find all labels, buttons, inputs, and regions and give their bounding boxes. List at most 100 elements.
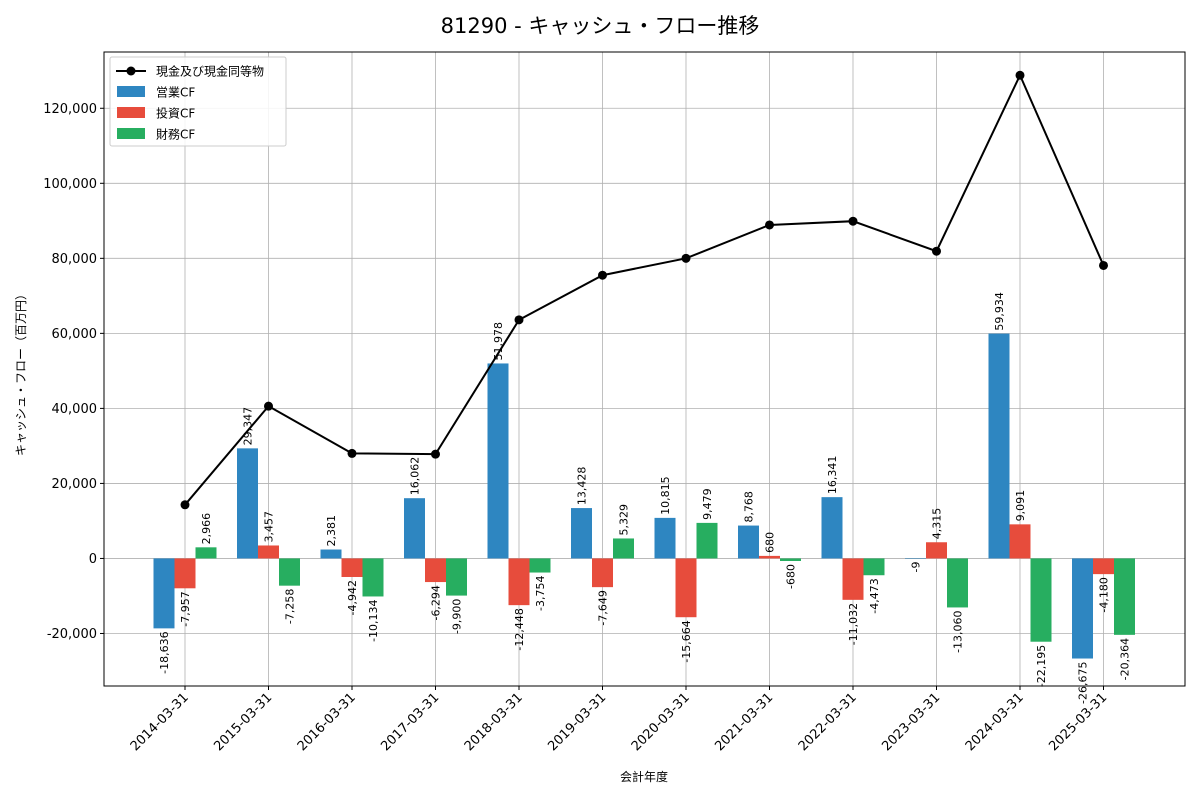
bar-value-label: 3,457 xyxy=(263,511,276,543)
bar-2020-03-31-series-1 xyxy=(675,558,697,618)
bar-value-label: -26,675 xyxy=(1077,662,1090,704)
y-axis-title: キャッシュ・フロー（百万円） xyxy=(14,288,28,456)
bar-value-label: 16,341 xyxy=(826,456,839,495)
bar-2018-03-31-series-0 xyxy=(487,363,509,559)
bar-2014-03-31-series-2 xyxy=(195,547,217,559)
y-tick-label: -20,000 xyxy=(47,627,97,642)
bar-value-label: 51,978 xyxy=(492,322,505,361)
cash-line-point xyxy=(1099,260,1108,270)
bar-2016-03-31-series-1 xyxy=(341,558,363,577)
legend-entry-label: 現金及び現金同等物 xyxy=(156,64,264,79)
bar-2017-03-31-series-1 xyxy=(425,558,446,583)
y-tick-label: 20,000 xyxy=(52,477,98,492)
bar-value-label: -22,195 xyxy=(1035,645,1048,687)
bar-value-label: 2,381 xyxy=(325,515,338,547)
cash-line-point xyxy=(848,216,858,226)
bar-2022-03-31-series-2 xyxy=(863,558,885,576)
bar-2021-03-31-series-1 xyxy=(759,555,780,559)
bar-value-label: -7,957 xyxy=(179,591,192,626)
bars xyxy=(153,333,1135,659)
bar-value-label: -3,754 xyxy=(534,576,547,611)
cash-line-point xyxy=(180,500,190,510)
bar-value-label: -18,636 xyxy=(158,631,171,673)
y-tick-label: 120,000 xyxy=(43,102,97,117)
cash-line-point xyxy=(347,448,357,458)
bar-value-label: -4,180 xyxy=(1098,577,1111,612)
bar-2015-03-31-series-2 xyxy=(279,558,300,586)
legend-box xyxy=(109,56,287,147)
bar-value-label: -11,032 xyxy=(847,603,860,645)
bar-value-label: -7,649 xyxy=(597,590,610,625)
cash-line-point xyxy=(514,315,524,325)
bar-value-label: 10,815 xyxy=(659,476,672,515)
cash-line-point xyxy=(598,270,607,280)
cash-line-path xyxy=(184,72,1105,506)
bar-value-label: -9 xyxy=(910,561,923,572)
bar-value-label: -20,364 xyxy=(1119,638,1132,680)
bar-2018-03-31-series-1 xyxy=(508,558,530,606)
bar-2016-03-31-series-2 xyxy=(362,558,384,597)
bar-value-label: -9,900 xyxy=(451,599,464,634)
plot-frame xyxy=(103,51,1186,687)
chart-title: 81290 - キャッシュ・フロー推移 xyxy=(441,14,760,38)
bar-2019-03-31-series-2 xyxy=(613,538,634,559)
legend-swatch xyxy=(117,128,145,139)
bar-2023-03-31-series-0 xyxy=(905,558,926,559)
bar-value-label: 9,479 xyxy=(701,488,714,520)
bar-2022-03-31-series-1 xyxy=(842,558,864,600)
y-tick-label: 40,000 xyxy=(52,402,98,417)
bar-2020-03-31-series-2 xyxy=(696,522,718,559)
cash-equivalents-line xyxy=(180,70,1108,510)
cash-line-point xyxy=(431,449,440,459)
cash-line-point xyxy=(264,401,273,411)
legend-entry-label: 投資CF xyxy=(156,106,195,121)
bar-value-label: -680 xyxy=(785,564,798,589)
bar-2025-03-31-series-2 xyxy=(1114,558,1135,635)
bar-value-label: 59,934 xyxy=(993,292,1006,331)
y-tick-label: 60,000 xyxy=(52,327,98,342)
bar-2023-03-31-series-1 xyxy=(926,542,947,559)
bar-2015-03-31-series-0 xyxy=(237,448,258,559)
cash-line-point xyxy=(1015,70,1025,80)
legend-swatch xyxy=(117,107,145,118)
bar-value-label: -4,473 xyxy=(868,578,881,613)
legend-swatch xyxy=(117,86,145,97)
bar-2016-03-31-series-0 xyxy=(320,549,342,559)
bar-value-label: -12,448 xyxy=(513,608,526,650)
bar-value-labels: -18,636 29,347 2,381 16,062 51,978 13,428 10,8… xyxy=(158,292,1132,704)
cash-line-point xyxy=(932,246,941,256)
bar-value-label: -10,134 xyxy=(367,599,380,641)
bar-value-label: 2,966 xyxy=(200,513,213,545)
bar-2024-03-31-series-2 xyxy=(1030,558,1052,642)
bar-value-label: 9,091 xyxy=(1014,490,1027,522)
bar-value-label: -7,258 xyxy=(284,589,297,624)
bar-2024-03-31-series-1 xyxy=(1009,524,1031,559)
bar-value-label: 5,329 xyxy=(618,504,631,536)
bar-2022-03-31-series-0 xyxy=(821,497,843,559)
y-tick-label: 0 xyxy=(89,552,97,567)
y-axis: -20,000 0 20,000 40,000 60,000 80,000 100,000 1… xyxy=(43,102,104,642)
bar-value-label: -6,294 xyxy=(430,585,443,620)
bar-2017-03-31-series-0 xyxy=(404,498,425,559)
bar-value-label: -4,942 xyxy=(346,580,359,615)
bar-value-label: -15,664 xyxy=(680,620,693,662)
bar-2025-03-31-series-0 xyxy=(1072,558,1093,659)
bar-2019-03-31-series-0 xyxy=(571,508,592,559)
legend-point-marker xyxy=(126,66,136,76)
bar-2019-03-31-series-1 xyxy=(592,558,613,588)
cash-line-point xyxy=(681,253,691,263)
bar-2014-03-31-series-0 xyxy=(153,558,175,629)
bar-2021-03-31-series-2 xyxy=(780,558,801,562)
bar-value-label: 8,768 xyxy=(743,491,756,523)
bar-2014-03-31-series-1 xyxy=(174,558,196,589)
bar-value-label: 16,062 xyxy=(409,457,422,496)
bar-2023-03-31-series-2 xyxy=(947,558,968,608)
bar-value-label: 29,347 xyxy=(242,407,255,446)
bar-2021-03-31-series-0 xyxy=(738,525,759,559)
bar-value-label: 680 xyxy=(764,532,777,553)
bar-2020-03-31-series-0 xyxy=(654,517,676,559)
cash-line-point xyxy=(765,220,774,230)
y-tick-label: 80,000 xyxy=(52,252,98,267)
